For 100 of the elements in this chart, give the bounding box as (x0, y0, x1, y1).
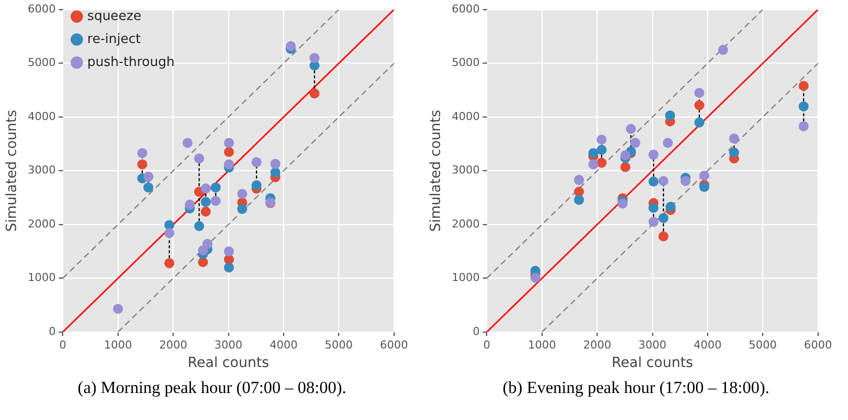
y-axis-title: Simulated counts (4, 110, 20, 232)
x-tick-label: 5000 (748, 338, 777, 352)
point (648, 216, 658, 227)
y-tick-label: 1000 (452, 271, 480, 284)
y-tick-label: 0 (472, 324, 480, 338)
point (164, 258, 174, 268)
y-tick-label: 0 (48, 324, 56, 338)
point (164, 228, 174, 238)
point (596, 158, 607, 168)
point (194, 221, 204, 232)
point (658, 213, 668, 224)
point (626, 124, 636, 134)
point (680, 176, 691, 186)
y-tick-label: 2000 (28, 217, 56, 230)
point (798, 80, 809, 91)
point (620, 162, 630, 172)
y-tick-label: 5000 (452, 56, 480, 70)
point (694, 117, 704, 128)
point (270, 167, 280, 178)
point (596, 134, 607, 145)
x-axis-title: Real counts (188, 355, 270, 372)
x-tick-label: 0 (483, 338, 490, 352)
y-tick-label: 1000 (28, 271, 56, 284)
point (310, 88, 320, 98)
point (699, 170, 710, 181)
point (252, 157, 262, 168)
point (648, 150, 658, 160)
point (694, 100, 704, 110)
x-tick-label: 2000 (159, 338, 188, 352)
point (224, 138, 234, 148)
x-tick-label: 4000 (694, 338, 722, 352)
point (662, 138, 673, 148)
point (729, 148, 740, 158)
y-tick-label: 6000 (28, 2, 56, 16)
point (200, 196, 211, 207)
point (200, 184, 211, 194)
point (596, 144, 607, 155)
point (143, 182, 154, 192)
y-tick-label: 4000 (452, 110, 480, 123)
x-tick-label: 5000 (324, 338, 353, 352)
point (200, 206, 211, 217)
x-tick-label: 3000 (214, 338, 242, 352)
y-tick-label: 4000 (28, 110, 56, 123)
point (224, 262, 234, 273)
point (530, 272, 540, 283)
y-tick-label: 3000 (28, 164, 56, 177)
point (574, 174, 584, 185)
point (729, 134, 740, 144)
x-axis-title: Real counts (612, 355, 694, 372)
legend-label: squeeze (87, 8, 142, 24)
point (224, 146, 234, 157)
point (718, 44, 728, 55)
point (665, 110, 676, 120)
point (798, 101, 809, 112)
text: (a) Morning peak hour (07:00 – 08:00). (76, 378, 348, 398)
point (237, 188, 248, 199)
point (648, 176, 658, 187)
point (574, 186, 584, 197)
y-tick-label: 5000 (28, 56, 56, 70)
point (574, 194, 584, 205)
point (286, 41, 296, 52)
y-tick-label: 6000 (452, 2, 480, 16)
y-axis-title: Simulated counts (428, 110, 444, 232)
point (224, 246, 234, 256)
point (164, 220, 174, 230)
point (137, 148, 148, 158)
point (630, 138, 640, 148)
point (252, 180, 262, 190)
point (648, 202, 658, 213)
point (588, 148, 598, 158)
point (618, 198, 628, 209)
point (237, 204, 248, 214)
point (194, 153, 204, 164)
y-tick-label: 3000 (452, 164, 480, 177)
text: (b) Evening peak hour (17:00 – 18:00). (502, 378, 770, 398)
x-tick-label: 2000 (583, 338, 612, 352)
point (137, 159, 148, 170)
legend-label: re-inject (87, 32, 141, 47)
point (202, 238, 212, 249)
point (658, 231, 668, 242)
point (658, 176, 668, 186)
x-tick-label: 3000 (638, 338, 666, 352)
x-tick-label: 6000 (804, 338, 832, 352)
x-tick-label: 0 (59, 338, 66, 352)
point (198, 257, 208, 268)
point (182, 138, 193, 148)
x-tick-label: 6000 (380, 338, 408, 352)
x-tick-label: 1000 (528, 338, 556, 352)
point (694, 88, 704, 98)
point (270, 158, 280, 169)
point (310, 52, 320, 63)
y-tick-label: 2000 (452, 217, 480, 230)
legend-label: push-through (87, 54, 175, 70)
point (798, 121, 809, 132)
x-tick-label: 1000 (104, 338, 132, 352)
point (588, 159, 598, 170)
x-tick-label: 4000 (270, 338, 298, 352)
point (620, 150, 630, 160)
point (112, 304, 123, 314)
point (210, 196, 221, 206)
